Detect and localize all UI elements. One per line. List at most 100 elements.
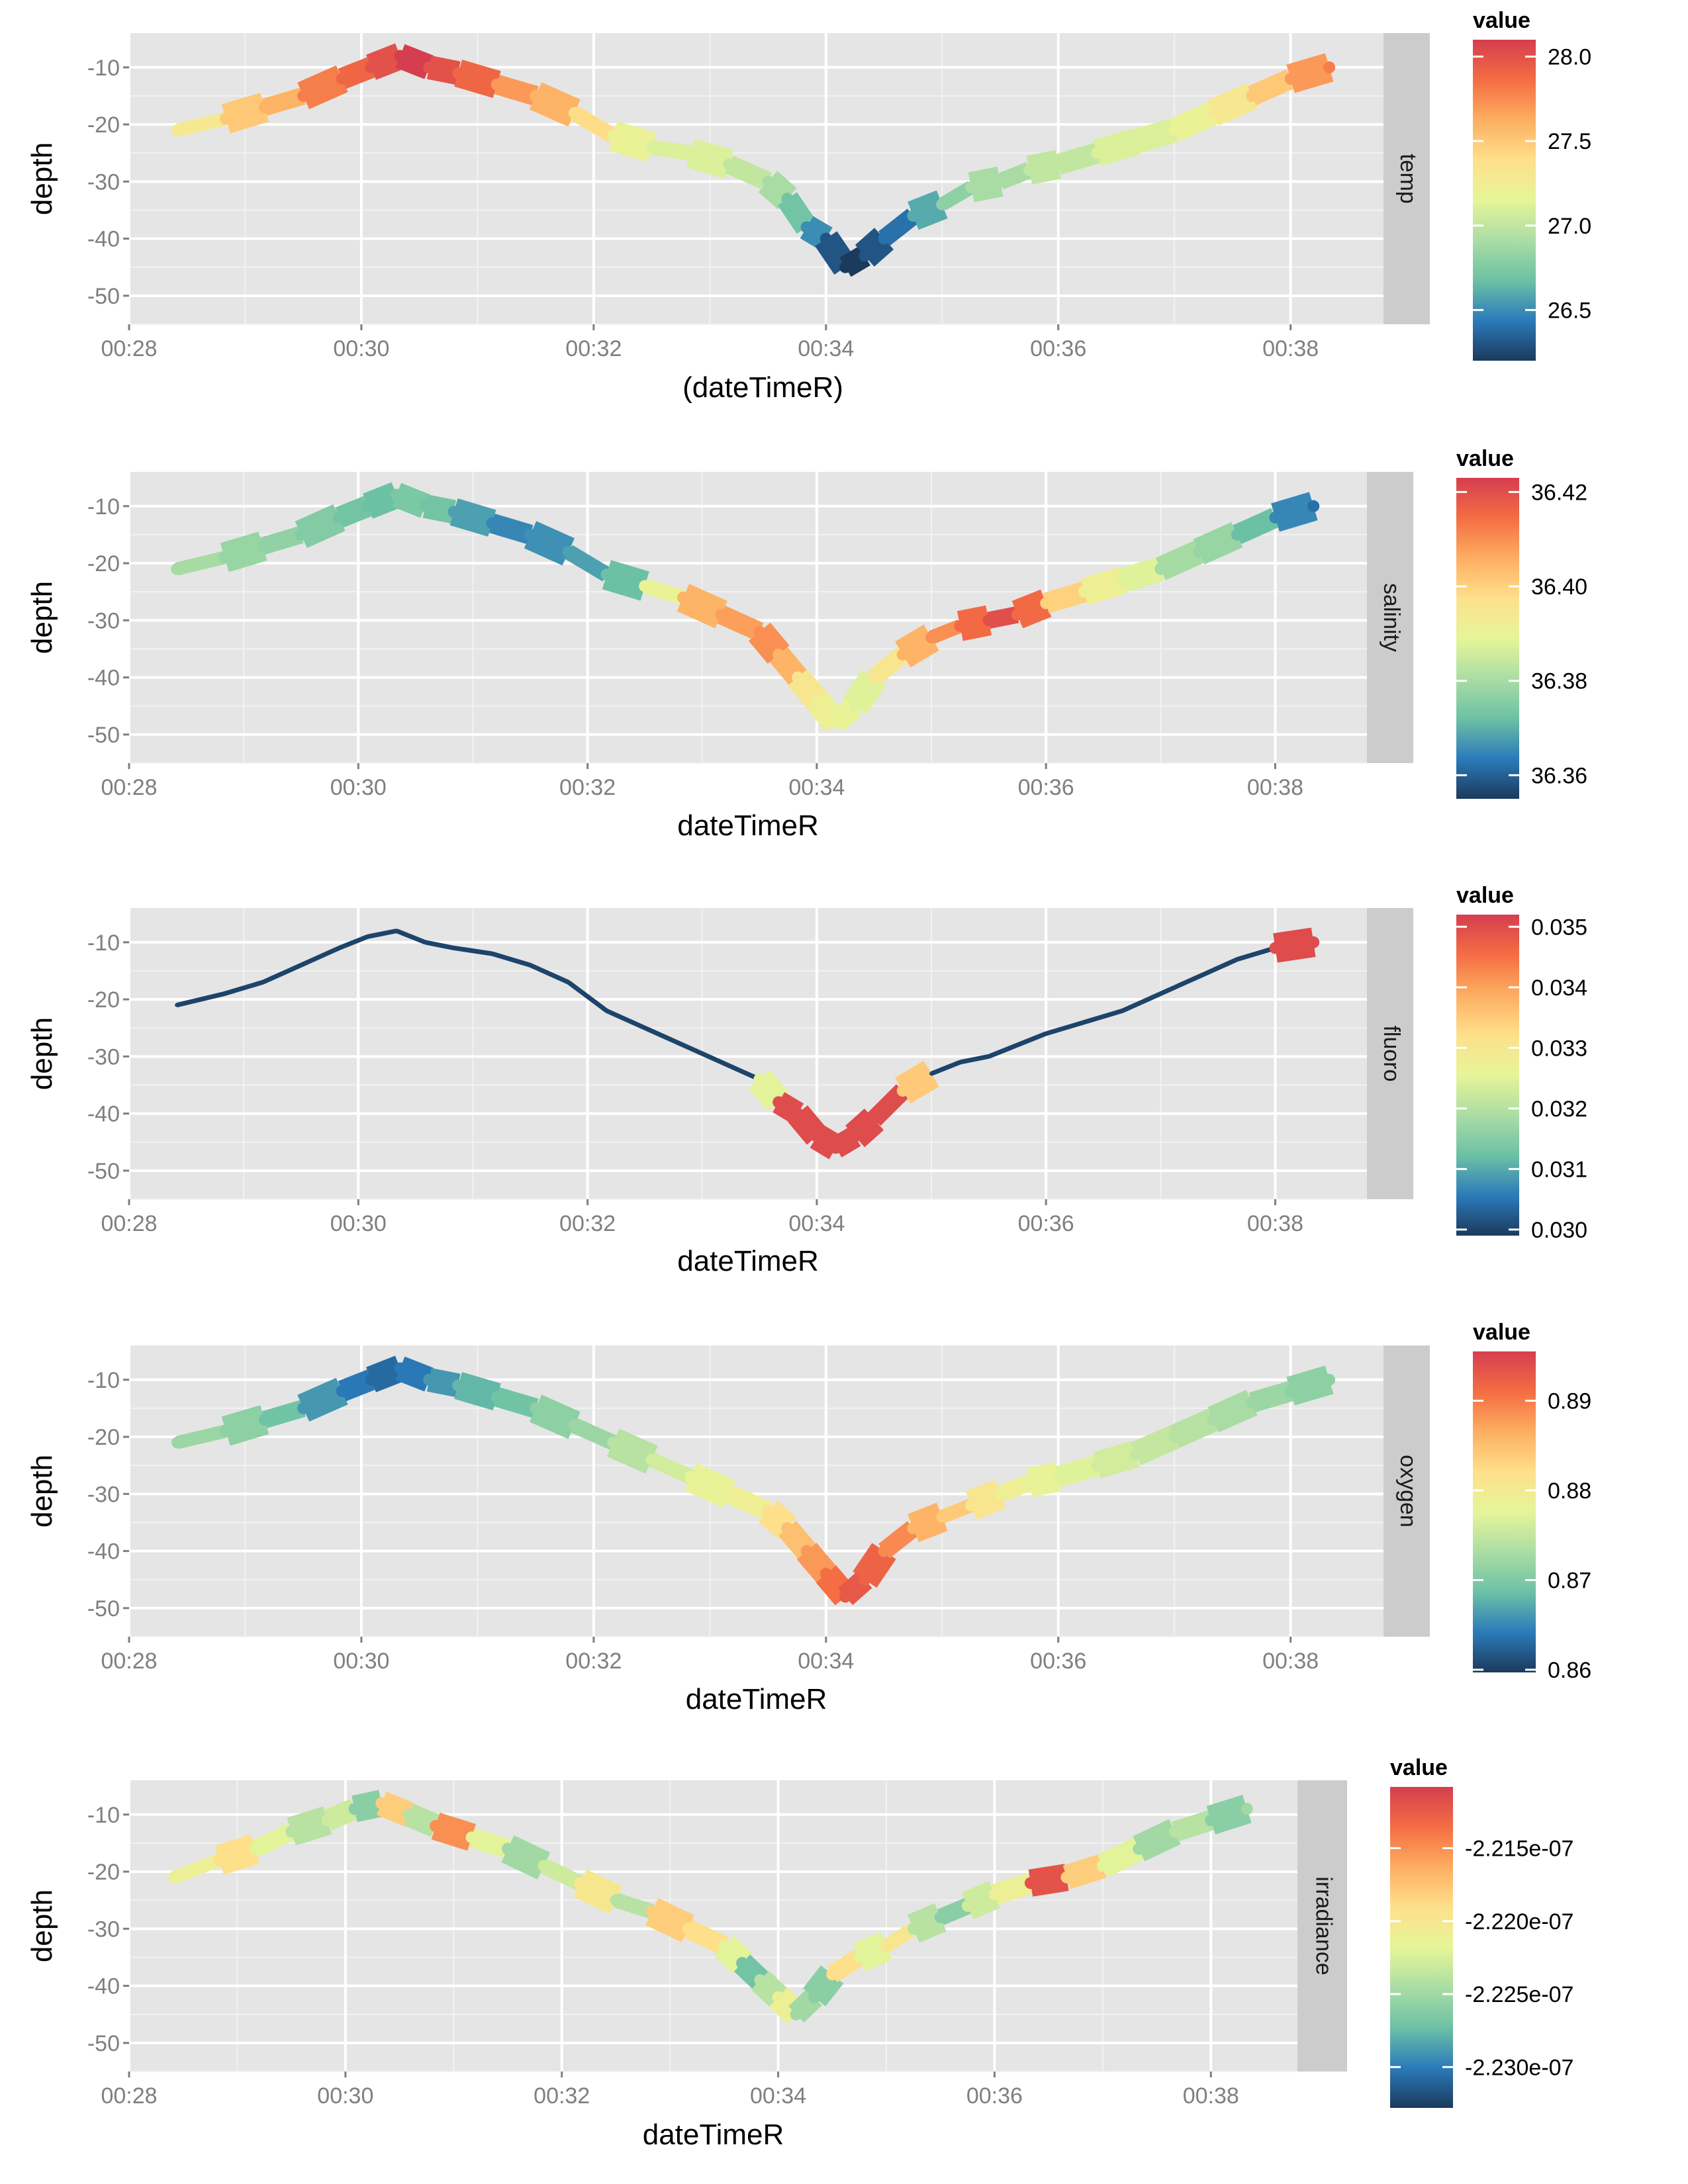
legend-fluoro: value 0.035 0.034 0.033 0.032 0.031 0.030 — [1456, 883, 1587, 1243]
plot-panel — [129, 908, 1367, 1199]
trace-segment — [1132, 118, 1178, 154]
data-point — [1307, 936, 1320, 948]
data-point — [994, 175, 1006, 188]
trace-segment — [1172, 1810, 1214, 1842]
data-point — [753, 625, 766, 638]
y-axis-title: depth — [26, 1889, 58, 1962]
data-point — [299, 963, 303, 968]
legend-title: value — [1456, 446, 1514, 471]
trace-segment — [1247, 69, 1295, 106]
data-point — [1060, 1871, 1073, 1884]
data-point — [348, 1803, 361, 1815]
data-point — [1023, 1477, 1035, 1489]
data-point — [994, 1488, 1006, 1500]
data-point — [773, 1096, 785, 1109]
trace-segment — [606, 1428, 658, 1474]
colorbar — [1390, 1787, 1453, 2108]
x-tick-label: 00:30 — [333, 336, 389, 361]
depth-trace-salinity — [171, 482, 1320, 732]
data-point — [423, 940, 428, 944]
data-point — [792, 1107, 804, 1120]
trace-segment — [1043, 581, 1088, 614]
trace-segment — [1133, 1819, 1181, 1862]
facet-panel-temp: temp -10 -20 -30 -40 -50 00:28 00:30 00:32 00:34 0… — [26, 33, 1430, 404]
data-point — [222, 991, 227, 996]
data-point — [1052, 158, 1064, 171]
data-point — [1129, 1447, 1142, 1460]
legend-title: value — [1456, 883, 1514, 908]
trace-segment — [214, 1834, 260, 1875]
data-point — [1269, 942, 1282, 954]
data-point — [1023, 164, 1035, 177]
data-point — [491, 78, 503, 91]
trace-segment — [1159, 974, 1200, 996]
data-point — [175, 1003, 179, 1007]
data-point — [682, 1923, 694, 1935]
trace-segment — [260, 526, 304, 555]
trace-segment — [530, 82, 581, 127]
data-point — [452, 67, 465, 79]
trace-segment — [175, 112, 228, 137]
trace-segment — [1055, 1455, 1100, 1487]
trace-segment — [567, 980, 608, 1013]
x-tick-label: 00:30 — [317, 2083, 373, 2109]
facet-panel-irradiance: irradiance -10 -20 -30 -40 -50 00:28 00:30 00:32… — [26, 1780, 1347, 2151]
trace-segment — [1197, 957, 1239, 979]
data-point — [607, 130, 620, 142]
data-point — [365, 934, 370, 939]
y-tick-label: -20 — [87, 987, 120, 1013]
trace-segment — [573, 1869, 623, 1914]
x-axis-title: dateTimeR — [643, 2118, 784, 2151]
x-tick-label: 00:34 — [798, 1649, 854, 1674]
trace-segment — [648, 1453, 694, 1484]
data-point — [337, 946, 342, 950]
trace-segment — [991, 1873, 1034, 1905]
data-point — [365, 1373, 377, 1386]
trace-segment — [725, 156, 772, 191]
trace-segment — [717, 606, 764, 641]
trace-segment — [1080, 567, 1127, 605]
trace-segment — [564, 545, 611, 582]
trace-segment — [643, 1025, 684, 1048]
trace-segment — [602, 560, 649, 601]
legend-tick-label: 36.36 — [1531, 763, 1587, 788]
x-axis-title: dateTimeR — [677, 1245, 819, 1277]
trace-segment — [176, 991, 226, 1008]
data-point — [568, 1419, 581, 1432]
data-point — [213, 1854, 226, 1866]
data-point — [936, 1510, 949, 1523]
trace-segment — [684, 1920, 729, 1955]
trace-segment — [1286, 53, 1334, 93]
data-point — [719, 1060, 724, 1064]
data-point — [965, 1499, 978, 1512]
facet-strip — [1367, 908, 1413, 1199]
data-point — [781, 193, 794, 205]
data-point — [982, 614, 995, 627]
trace-segment — [530, 1394, 581, 1439]
data-point — [336, 1385, 348, 1398]
trace-segment — [570, 106, 618, 143]
data-point — [610, 1894, 622, 1907]
x-tick-label: 00:28 — [101, 2083, 157, 2109]
trace-segment — [1119, 557, 1164, 592]
data-point — [1231, 528, 1243, 541]
data-point — [562, 545, 575, 558]
legend-oxygen: value 0.89 0.88 0.87 0.86 — [1473, 1320, 1591, 1683]
x-tick-label: 00:32 — [565, 1649, 622, 1674]
data-point — [168, 1871, 181, 1884]
data-point — [1158, 991, 1163, 996]
data-point — [925, 631, 938, 644]
facet-strip — [1383, 1345, 1430, 1637]
trace-segment — [1121, 991, 1162, 1013]
data-point — [839, 261, 852, 273]
data-point — [643, 1026, 647, 1030]
legend-tick-label: 0.033 — [1531, 1036, 1587, 1061]
data-point — [773, 649, 785, 661]
trace-segment — [1233, 508, 1280, 545]
x-tick-label: 00:36 — [1030, 1649, 1086, 1674]
data-point — [1091, 1459, 1103, 1472]
data-point — [965, 181, 978, 193]
legend-tick-label: 36.42 — [1531, 480, 1587, 505]
legend-tick-label: 0.89 — [1548, 1389, 1591, 1414]
trace-segment — [1271, 492, 1318, 532]
